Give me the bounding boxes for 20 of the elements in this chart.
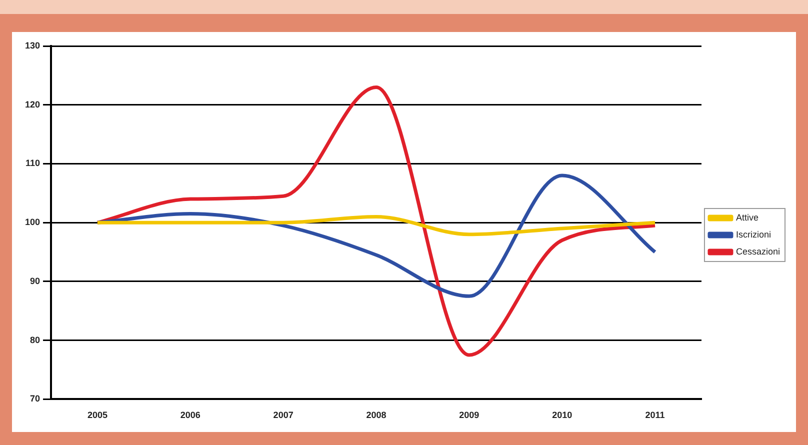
x-tick-label: 2005 (87, 410, 108, 420)
y-tick-label: 90 (30, 276, 40, 286)
x-tick-label: 2011 (645, 410, 665, 420)
line-series (96, 174, 657, 298)
legend-label: Cessazioni (736, 246, 780, 256)
x-tick-label: 2010 (552, 410, 572, 420)
x-tick-label: 2009 (459, 410, 480, 420)
y-tick-label: 120 (24, 99, 40, 110)
y-tick-label: 70 (30, 394, 40, 404)
x-tick-label: 2006 (180, 410, 200, 420)
line-series (96, 214, 657, 236)
legend-label: Iscrizioni (736, 229, 771, 240)
y-tick-label: 110 (25, 158, 40, 168)
x-tick-label: 2008 (366, 410, 386, 420)
legend-label: Attive (736, 212, 758, 222)
line-series (96, 85, 657, 357)
y-tick-label: 130 (24, 40, 40, 50)
y-tick-label: 80 (30, 334, 40, 345)
y-tick-label: 100 (24, 217, 40, 228)
x-tick-label: 2007 (273, 410, 294, 420)
